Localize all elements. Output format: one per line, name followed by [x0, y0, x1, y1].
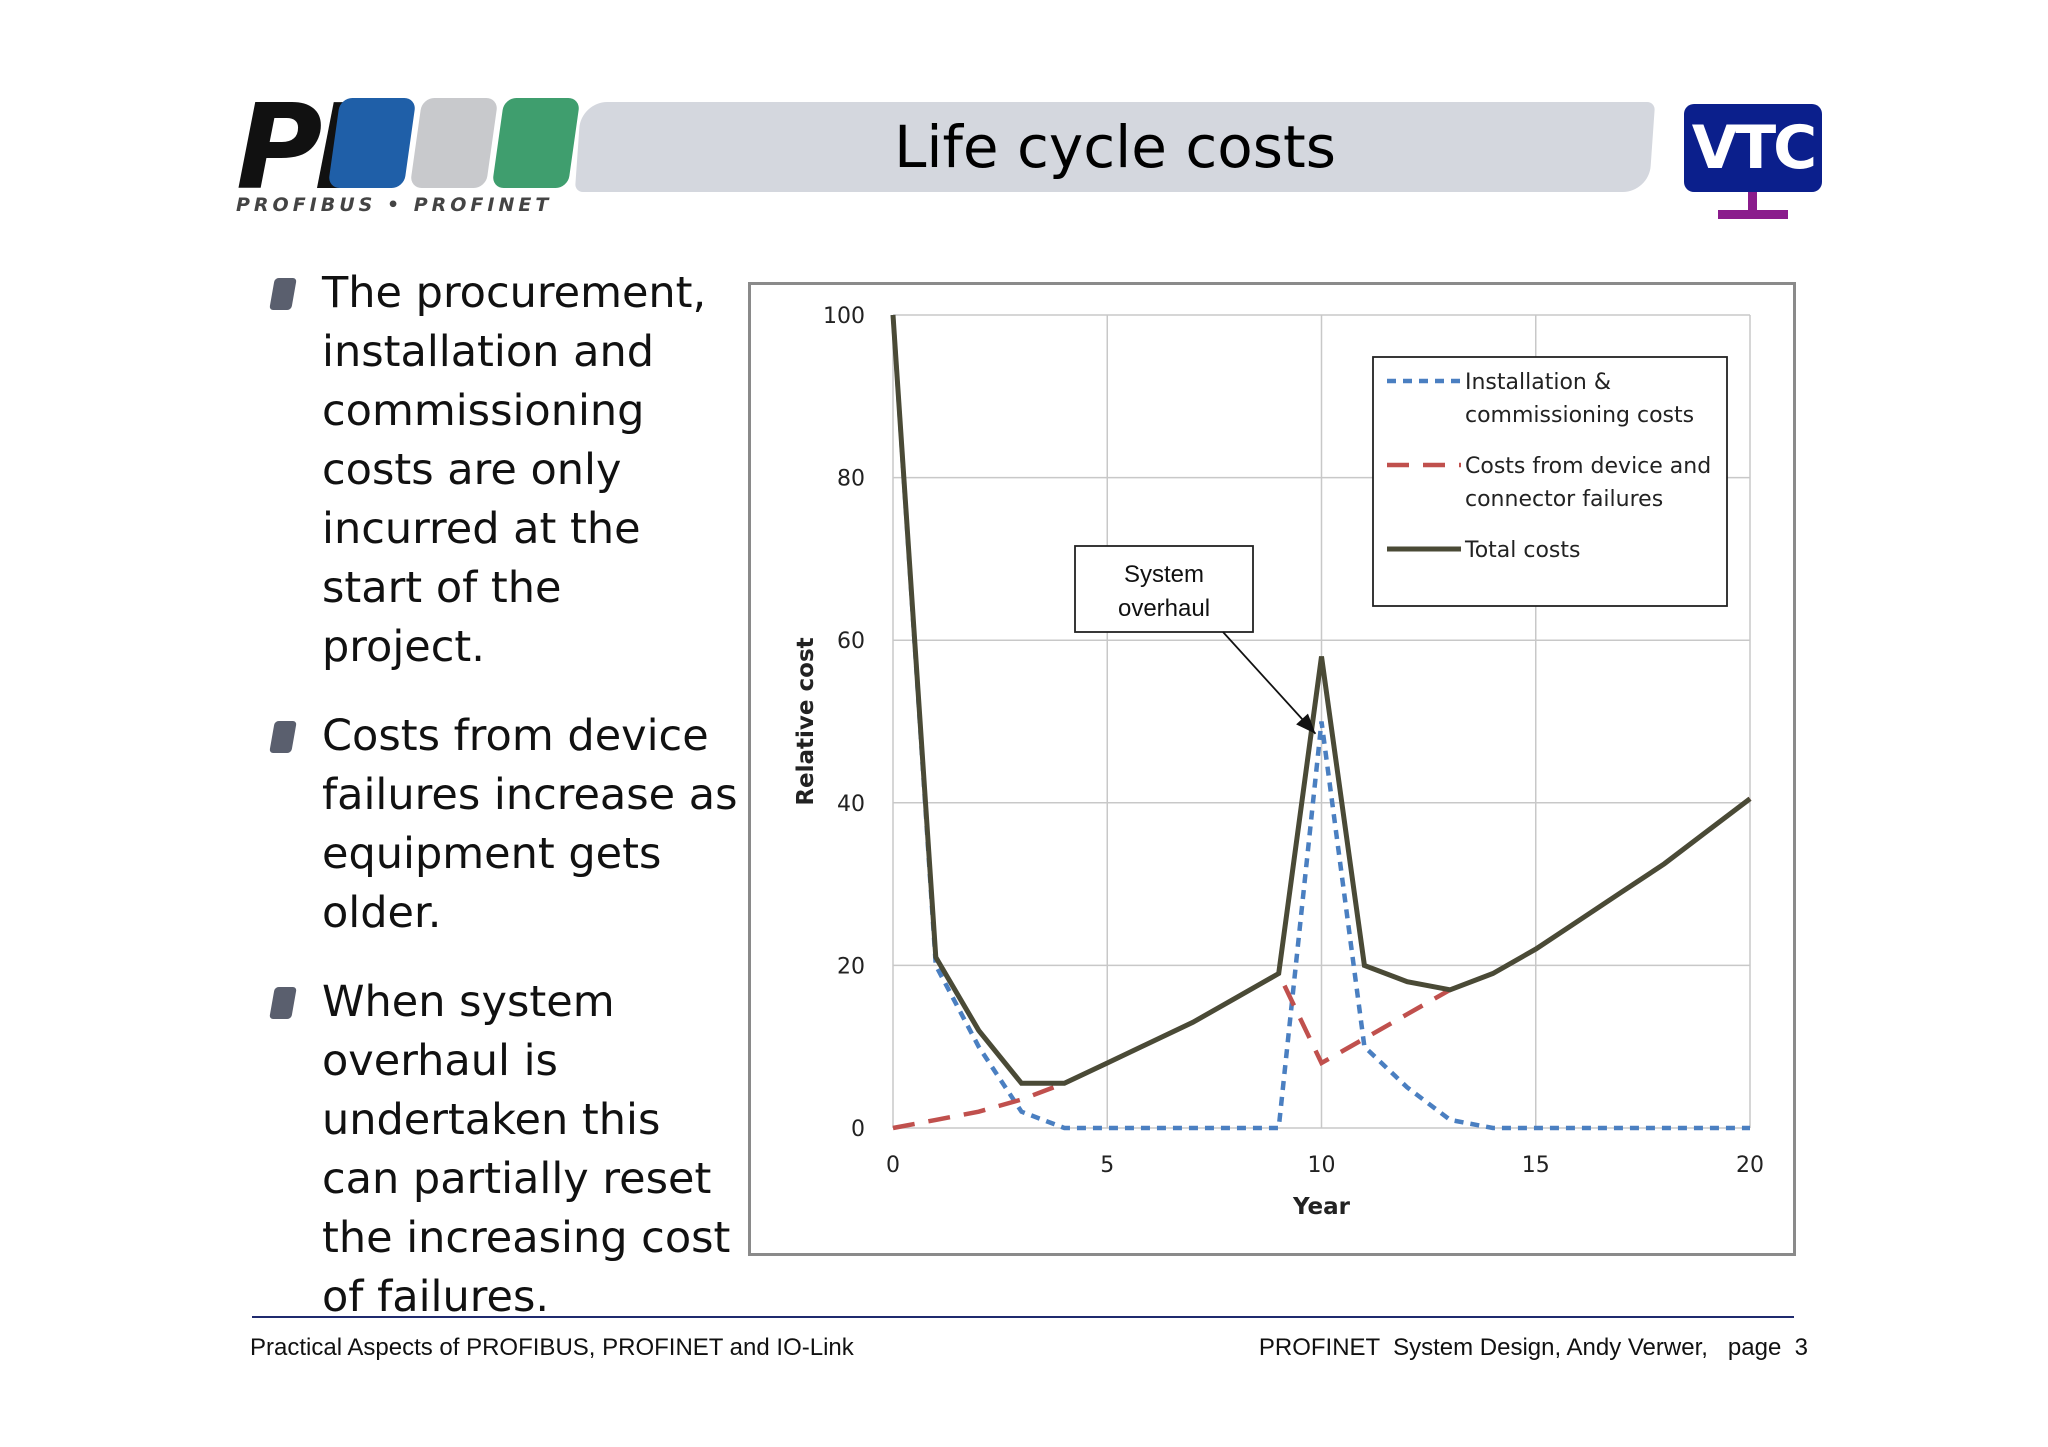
legend-box	[1372, 356, 1728, 607]
vtc-logo-base	[1718, 210, 1788, 219]
footer-divider	[252, 1316, 1794, 1318]
x-tick-label: 10	[1308, 1153, 1336, 1178]
legend-label-2: Total costs	[1464, 538, 1580, 563]
legend-label-1: connector failures	[1465, 487, 1663, 512]
y-tick-label: 60	[837, 629, 865, 654]
x-tick-label: 0	[886, 1153, 900, 1178]
pi-logo-block-blue	[327, 98, 417, 188]
y-tick-label: 0	[851, 1117, 865, 1142]
pi-logo: PI PROFIBUS • PROFINET	[236, 88, 581, 222]
vtc-logo-screen: VTC	[1684, 104, 1822, 192]
legend-label-1: Costs from device and	[1465, 454, 1711, 479]
x-tick-label: 15	[1522, 1153, 1550, 1178]
annotation-box	[1074, 545, 1254, 633]
bullet-item: When system overhaul is undertaken this …	[268, 973, 738, 1327]
bullet-item: Costs from device failures increase as e…	[268, 707, 738, 943]
legend-label-0: Installation &	[1465, 370, 1611, 395]
y-tick-label: 20	[837, 954, 865, 979]
annotation-arrowhead-icon	[1296, 713, 1316, 734]
bullet-list: The procurement, installation and commis…	[268, 264, 738, 1357]
legend-label-0: commissioning costs	[1465, 403, 1694, 428]
x-axis-label: Year	[1292, 1194, 1351, 1220]
page-title: Life cycle costs	[894, 113, 1336, 181]
vtc-logo: VTC	[1684, 104, 1822, 220]
bullet-marker-icon	[269, 278, 297, 310]
pi-logo-tagline: PROFIBUS • PROFINET	[236, 194, 553, 216]
bullet-marker-icon	[269, 987, 297, 1019]
bullet-text: Costs from device failures increase as e…	[322, 711, 738, 938]
annotation-label: overhaul	[1118, 595, 1210, 622]
y-tick-label: 80	[837, 467, 865, 492]
y-tick-label: 40	[837, 792, 865, 817]
vtc-logo-stand	[1748, 192, 1757, 214]
bullet-text: The procurement, installation and commis…	[322, 268, 707, 672]
y-tick-label: 100	[823, 304, 865, 329]
x-tick-label: 5	[1100, 1153, 1114, 1178]
footer-page-info: PROFINET System Design, Andy Verwer, pag…	[1258, 1334, 1808, 1361]
x-tick-label: 20	[1736, 1153, 1764, 1178]
annotation-label: System	[1124, 561, 1204, 588]
annotation-arrow-line	[1222, 631, 1317, 735]
bullet-marker-icon	[269, 721, 297, 753]
bullet-text: When system overhaul is undertaken this …	[322, 977, 731, 1322]
life-cycle-cost-chart: 0 20 40 60 80 100 0 5 10 15 20 Year Relative cost Ins…	[793, 304, 1764, 1220]
bullet-item: The procurement, installation and commis…	[268, 264, 738, 677]
pi-logo-block-grey	[409, 98, 499, 188]
y-axis-label: Relative cost	[793, 637, 819, 805]
pi-logo-block-green	[491, 98, 581, 188]
footer-course-title: Practical Aspects of PROFIBUS, PROFINET …	[250, 1334, 854, 1361]
